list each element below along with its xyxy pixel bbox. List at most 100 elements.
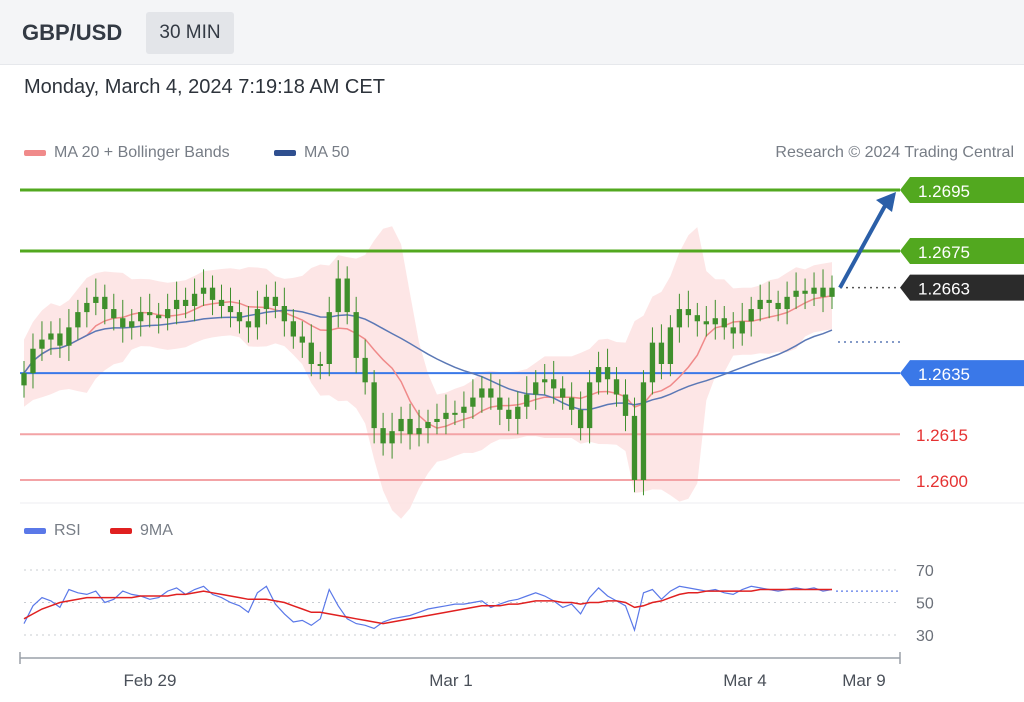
candle-body — [568, 397, 575, 410]
candle-body — [164, 309, 171, 319]
timeframe-badge[interactable]: 30 MIN — [146, 12, 234, 54]
candle-body — [57, 333, 63, 346]
candle-body — [694, 315, 700, 322]
rsi-tick-label: 30 — [916, 628, 934, 645]
x-tick-label: Mar 4 — [723, 671, 766, 690]
candle-body — [191, 293, 198, 306]
candle-body — [281, 306, 288, 322]
rsi-ma-label: 9MA — [140, 522, 173, 539]
candle-body — [371, 382, 377, 429]
candle-body — [138, 312, 144, 322]
candle-body — [452, 412, 458, 415]
candle-body — [200, 287, 207, 294]
candle-body — [335, 278, 341, 313]
timestamp: Monday, March 4, 2024 7:19:18 AM CET — [24, 76, 385, 98]
level-label-resistance: 1.2695 — [918, 182, 970, 201]
candle-body — [317, 364, 323, 366]
level-label-support: 1.2615 — [916, 426, 968, 445]
candle-body — [102, 296, 108, 310]
candle-body — [290, 321, 296, 337]
candle-body — [802, 290, 808, 294]
candle-body — [111, 309, 117, 319]
candle-body — [721, 318, 727, 328]
candle-body — [775, 302, 781, 310]
x-tick-label: Mar 1 — [429, 671, 472, 690]
candle-body — [129, 321, 135, 328]
legend-ma50: MA 50 — [274, 144, 349, 162]
credit: Research © 2024 Trading Central — [775, 144, 1014, 161]
candle-body — [84, 302, 90, 313]
candle-body — [613, 379, 620, 395]
candle-body — [604, 367, 611, 380]
candle-body — [39, 339, 45, 349]
ma50-label: MA 50 — [304, 144, 350, 161]
legend-rsi-ma: 9MA — [110, 522, 173, 540]
candle-body — [227, 306, 234, 313]
rsi-line — [23, 585, 833, 633]
candle-body — [236, 312, 243, 322]
candle-body — [66, 327, 72, 346]
x-tick-label: Mar 9 — [842, 671, 885, 690]
candle-body — [218, 299, 225, 306]
level-label-current: 1.2663 — [918, 280, 970, 299]
candle-body — [470, 397, 476, 407]
candle-body — [120, 318, 126, 328]
rsi-ma-swatch — [110, 527, 132, 534]
x-tick-label: Feb 29 — [124, 671, 177, 690]
candle-body — [488, 388, 494, 398]
candle-body — [784, 296, 790, 310]
candle-body — [48, 333, 54, 340]
candle-body — [829, 287, 835, 297]
candle-body — [640, 382, 647, 480]
candle-body — [631, 415, 638, 480]
candle-body — [676, 309, 683, 328]
candle-body — [30, 348, 36, 374]
candle-body — [560, 388, 566, 398]
level-label-pivot: 1.2635 — [918, 365, 970, 384]
candle-body — [658, 342, 665, 364]
candle-body — [757, 299, 763, 310]
candle-body — [398, 418, 404, 432]
legend-ma20: MA 20 + Bollinger Bands — [24, 144, 230, 162]
candle-body — [685, 309, 692, 316]
rsi-swatch — [24, 527, 46, 534]
candle-body — [649, 342, 656, 383]
level-tag-resistance — [900, 177, 1024, 203]
candle-body — [272, 296, 279, 306]
rsi-label: RSI — [54, 522, 81, 539]
candle-body — [542, 379, 548, 383]
legend-rsi: RSI — [24, 522, 81, 540]
candle-body — [703, 321, 709, 325]
ma50-swatch — [274, 149, 296, 156]
candle-body — [479, 388, 485, 398]
candle-body — [712, 318, 718, 325]
level-label-resistance: 1.2675 — [918, 243, 970, 262]
candle-body — [443, 412, 449, 419]
candle-body — [254, 309, 261, 328]
candle-body — [389, 431, 395, 444]
candle-body — [595, 367, 602, 383]
candle-body — [416, 428, 422, 435]
candle-body — [245, 321, 252, 328]
candle-body — [75, 312, 81, 328]
candle-body — [353, 312, 359, 358]
candle-body — [820, 287, 826, 297]
candle-body — [667, 327, 674, 364]
candle-body — [533, 382, 539, 395]
candle-body — [156, 315, 162, 319]
candle-body — [577, 409, 584, 429]
level-label-support: 1.2600 — [916, 472, 968, 491]
candle-body — [739, 321, 745, 334]
candle-body — [344, 278, 350, 313]
bollinger-band — [24, 226, 832, 519]
candle-body — [308, 342, 314, 364]
candle-body — [551, 379, 557, 389]
candle-body — [586, 382, 593, 429]
candle-body — [748, 309, 754, 322]
candle-body — [299, 336, 305, 343]
candle-body — [434, 418, 440, 422]
candle-body — [622, 394, 629, 416]
candle-body — [793, 290, 799, 297]
target-arrow-shaft — [838, 203, 888, 289]
